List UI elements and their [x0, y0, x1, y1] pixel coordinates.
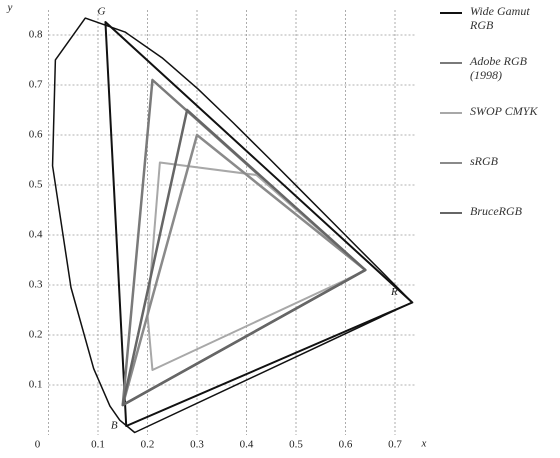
- legend-label: Wide Gamut RGB: [470, 4, 530, 32]
- legend-label: sRGB: [470, 154, 498, 168]
- x-tick-label: 0.1: [91, 439, 105, 451]
- legend-entry: BruceRGB: [440, 204, 558, 254]
- legend-swatch: [440, 112, 462, 114]
- x-tick-label: 0.7: [388, 439, 402, 451]
- x-tick-label: 0.5: [289, 439, 303, 451]
- annotation: R: [390, 286, 398, 298]
- x-tick-label: 0.4: [240, 439, 254, 451]
- legend-entry: Adobe RGB (1998): [440, 54, 558, 104]
- y-tick-label: 0.1: [29, 379, 43, 391]
- y-axis-label: y: [7, 2, 13, 14]
- y-tick-label: 0.2: [29, 329, 43, 341]
- gamut: [104, 21, 414, 427]
- y-tick-label: 0.7: [29, 79, 43, 91]
- legend-swatch: [440, 212, 462, 214]
- legend: Wide Gamut RGB Adobe RGB (1998) SWOP CMYK s…: [440, 4, 558, 254]
- spectral-locus: [51, 17, 413, 434]
- gamut: [121, 108, 367, 407]
- legend-swatch: [440, 12, 462, 14]
- annotation: B: [111, 420, 118, 432]
- x-tick-label: 0: [35, 439, 41, 451]
- annotation: G: [97, 6, 105, 18]
- y-tick-label: 0.5: [29, 179, 43, 191]
- legend-swatch: [440, 162, 462, 164]
- x-tick-label: 0.2: [141, 439, 155, 451]
- x-axis-label: x: [421, 438, 427, 450]
- legend-label: Adobe RGB (1998): [470, 54, 527, 82]
- x-tick-label: 0.6: [339, 439, 353, 451]
- y-tick-label: 0.4: [29, 229, 43, 241]
- y-tick-label: 0.3: [29, 279, 43, 291]
- chart: y x 0 0.1 0.2 0.3 0.4 0.5 0.6 0.7 0.1 0.2 0.3 0.4 0.…: [7, 2, 427, 451]
- legend-entry: sRGB: [440, 154, 558, 204]
- legend-label: SWOP CMYK: [470, 104, 538, 118]
- x-tick-label: 0.3: [190, 439, 204, 451]
- y-tick-label: 0.8: [29, 29, 43, 41]
- legend-swatch: [440, 62, 462, 64]
- y-tick-label: 0.6: [29, 129, 43, 141]
- legend-label: BruceRGB: [470, 204, 522, 218]
- legend-entry: Wide Gamut RGB: [440, 4, 558, 54]
- legend-entry: SWOP CMYK: [440, 104, 558, 154]
